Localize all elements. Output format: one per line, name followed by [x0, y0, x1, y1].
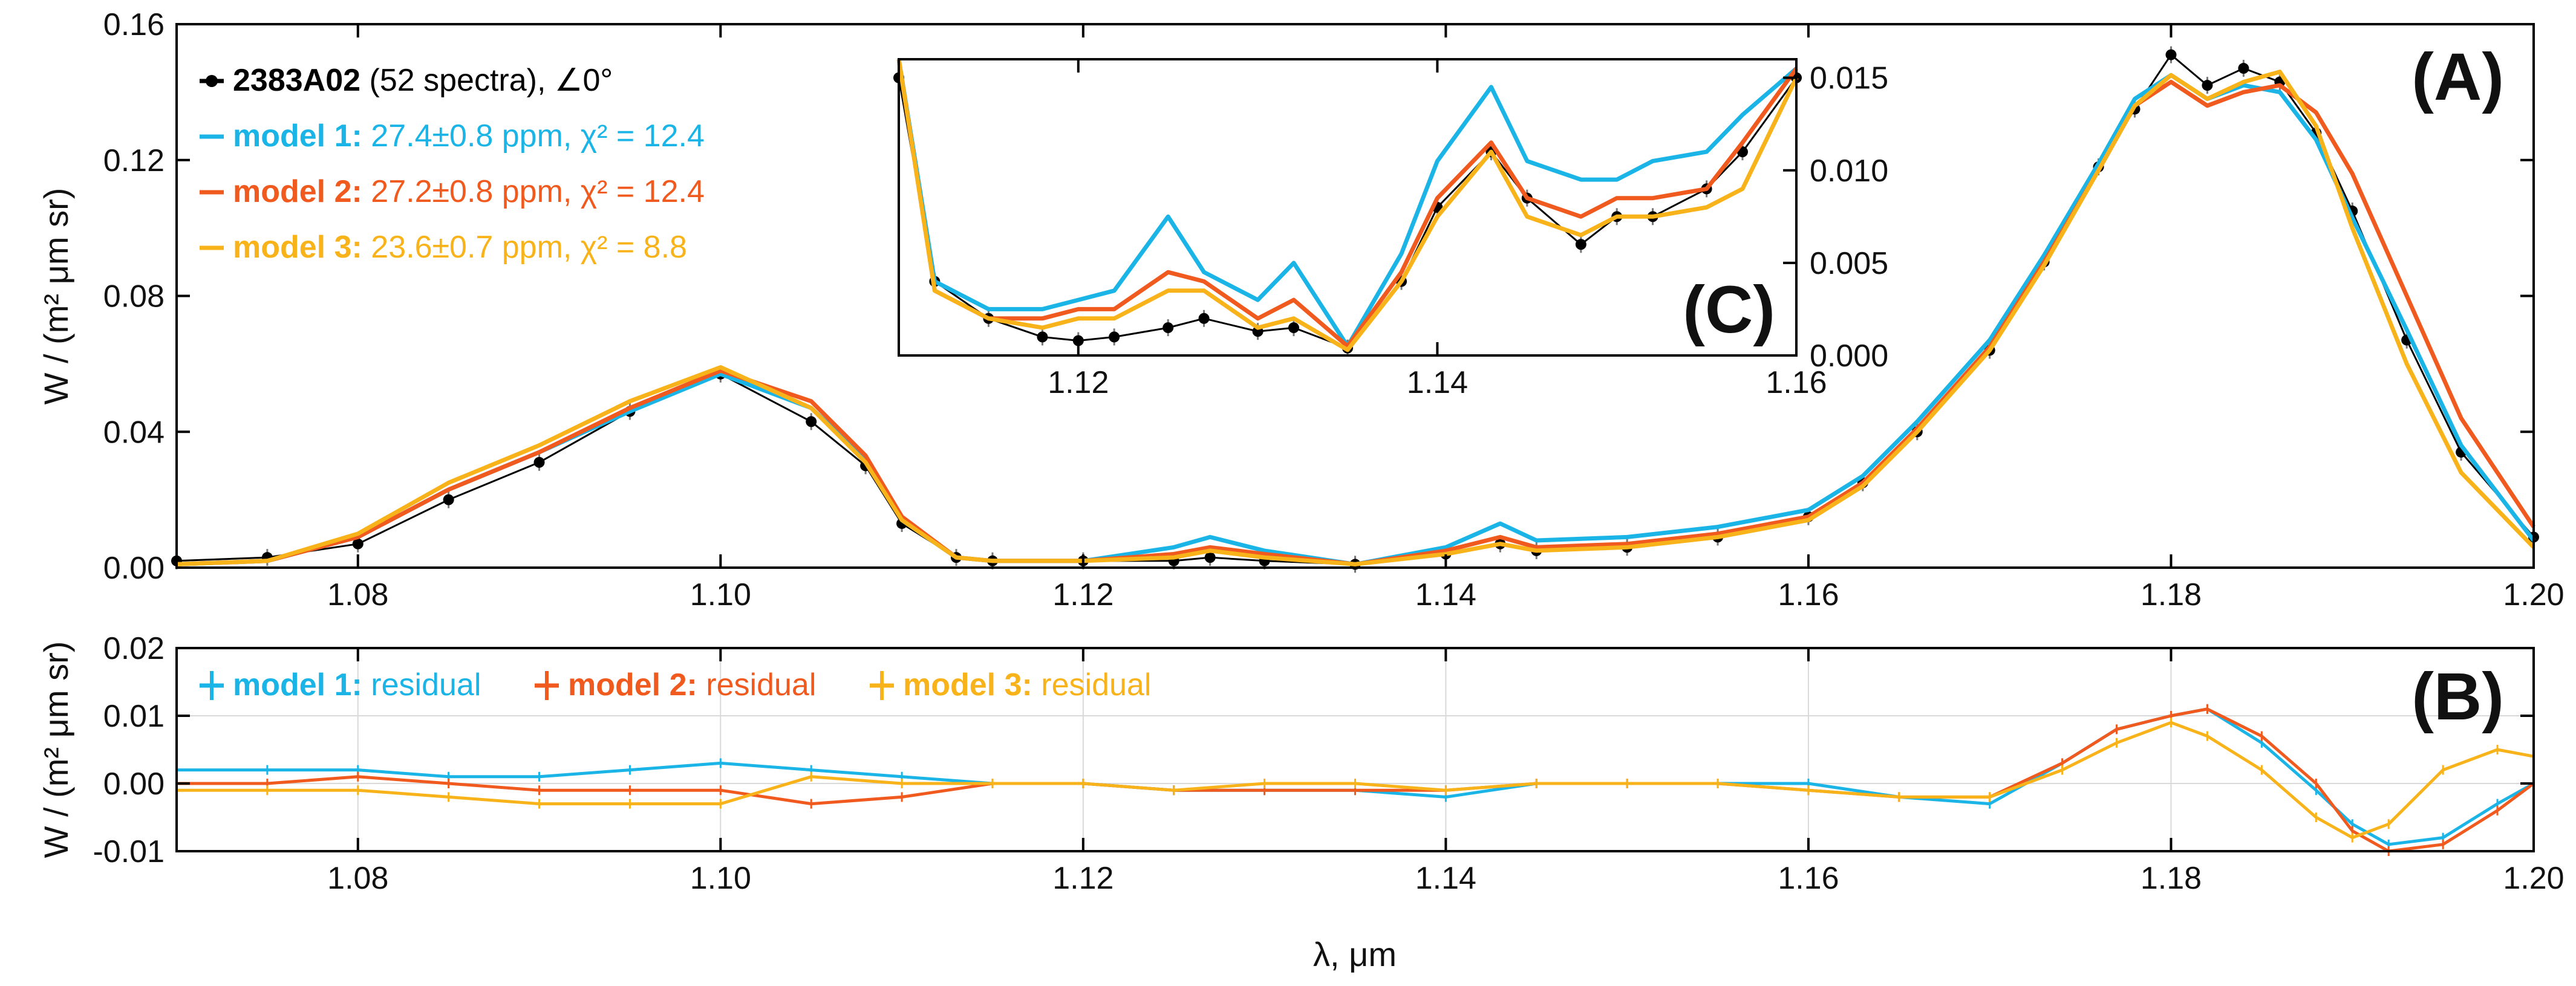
data-point-c-2383a02: [1198, 313, 1210, 324]
panel-b: 1.08 1.10 1.12 1.14 1.16 1.18 1.20 -0.01 0.00 0.0…: [37, 631, 2565, 973]
data-point-c-2383a02: [1037, 331, 1048, 343]
legend-label-model-2: model 2: residual: [568, 667, 816, 702]
y-tick-label: -0.01: [93, 834, 165, 869]
data-point-a-2383a02: [443, 494, 454, 505]
legend-label-rest: 27.4±0.8 ppm, χ² = 12.4: [362, 118, 705, 154]
legend-marker-2383a02: [206, 75, 218, 87]
panel-a-y-axis-label: W / (m² μm sr): [37, 188, 75, 405]
y-tick-label: 0.00: [103, 767, 165, 802]
data-point-c-2383a02: [1162, 322, 1174, 334]
panel-c-series: [893, 59, 1802, 357]
y-tick-label: 0.16: [103, 7, 165, 42]
panel-b-letter: (B): [2411, 660, 2504, 734]
y-tick-label: 0.01: [103, 699, 165, 734]
x-tick-label: 1.12: [1052, 861, 1114, 896]
data-point-a-2383a02: [2165, 49, 2177, 60]
series-line-a-model-3: [176, 70, 2535, 566]
panel-b-ticks: 1.08 1.10 1.12 1.14 1.16 1.18 1.20 -0.01 0.00 0.0…: [93, 631, 2564, 896]
series-line-b-model-3: [177, 721, 2534, 840]
x-tick-label: 1.14: [1407, 365, 1468, 400]
legend-label-model-1: model 1: 27.4±0.8 ppm, χ² = 12.4: [233, 118, 705, 154]
y-tick-label: 0.04: [103, 415, 165, 450]
y-tick-label: 0.02: [103, 631, 165, 666]
legend-label-bold: model 2:: [568, 667, 697, 702]
legend-label-bold: model 3:: [233, 230, 362, 265]
panel-c-ticks: 1.12 1.14 1.160.000 0.005 0.010 0.015: [1048, 59, 1888, 400]
legend-label-model-2: model 2: 27.2±0.8 ppm, χ² = 12.4: [233, 174, 705, 209]
y-tick-label: 0.08: [103, 279, 165, 314]
y-tick-label: 0.00: [103, 551, 165, 586]
series-line-c-model-2: [896, 59, 1798, 349]
x-tick-label: 1.10: [690, 577, 751, 612]
data-point-c-2383a02: [1072, 335, 1084, 346]
x-tick-label: 1.18: [2141, 861, 2202, 896]
x-tick-label: 1.08: [327, 861, 388, 896]
legend-label-bold: model 2:: [233, 174, 362, 209]
data-point-a-2383a02: [2238, 63, 2249, 74]
legend-label-rest: 27.2±0.8 ppm, χ² = 12.4: [362, 174, 705, 209]
data-point-a-2383a02: [2202, 80, 2213, 91]
panel-c-letter: (C): [1683, 273, 1775, 347]
data-point-a-2383a02: [352, 538, 364, 550]
x-tick-label: 1.20: [2503, 577, 2564, 612]
x-axis-label: λ, μm: [1313, 935, 1397, 973]
y-tick-label: 0.12: [103, 143, 165, 178]
panel-a-letter: (A): [2411, 40, 2504, 114]
data-point-a-2383a02: [806, 416, 817, 427]
legend-label-rest: residual: [362, 667, 481, 702]
panel-a-ticks: 1.08 1.10 1.12 1.14 1.16 1.18 1.20 0.00 0.04 0.08…: [103, 7, 2565, 612]
legend-label-bold: 2383A02: [233, 63, 360, 98]
x-tick-label: 1.14: [1415, 861, 1476, 896]
x-tick-label: 1.08: [327, 577, 388, 612]
legend-label-rest: residual: [697, 667, 817, 702]
panel-a-legend: 2383A02 (52 spectra), ∠0° model 1: 27.4±0…: [200, 63, 705, 265]
panel-c-inset: 1.12 1.14 1.160.000 0.005 0.010 0.015 (C): [893, 58, 1888, 400]
series-line-a-model-1: [176, 73, 2535, 566]
legend-label-rest: (52 spectra), ∠0°: [360, 63, 613, 98]
x-tick-label: 1.16: [1778, 861, 1839, 896]
x-tick-label: 1.12: [1048, 365, 1109, 400]
legend-label-rest: 23.6±0.7 ppm, χ² = 8.8: [362, 230, 687, 265]
panel-b-series: [175, 704, 2535, 856]
series-line-b-model-1: [177, 707, 2535, 846]
x-tick-label: 1.16: [1778, 577, 1839, 612]
data-point-c-2383a02: [1109, 331, 1120, 343]
y-tick-label: 0.010: [1810, 154, 1888, 189]
legend-label-model-3: model 3: residual: [903, 667, 1151, 702]
legend-label-bold: model 1:: [233, 667, 362, 702]
legend-label-bold: model 3:: [903, 667, 1032, 702]
legend-label-model-1: model 1: residual: [233, 667, 481, 702]
legend-label-model-3: model 3: 23.6±0.7 ppm, χ² = 8.8: [233, 230, 687, 265]
panel-b-grid: [177, 647, 2534, 852]
panel-b-y-axis-label: W / (m² μm sr): [37, 641, 75, 858]
data-point-a-2383a02: [1204, 552, 1216, 563]
series-line-c-model-3: [896, 59, 1799, 352]
panel-c-frame: [898, 58, 1798, 357]
data-point-a-2383a02: [533, 456, 545, 468]
x-tick-label: 1.12: [1052, 577, 1114, 612]
legend-label-bold: model 1:: [233, 118, 362, 154]
y-tick-label: 0.015: [1810, 61, 1888, 96]
x-tick-label: 1.14: [1415, 577, 1476, 612]
panel-b-frame: [175, 647, 2535, 852]
x-tick-label: 1.10: [690, 861, 751, 896]
panel-a: 1.08 1.10 1.12 1.14 1.16 1.18 1.20 0.00 0.04 0.08…: [37, 7, 2565, 612]
legend-label-rest: residual: [1032, 667, 1152, 702]
x-tick-label: 1.18: [2141, 577, 2202, 612]
legend-label-2383a02: 2383A02 (52 spectra), ∠0°: [233, 63, 613, 98]
y-tick-label: 0.000: [1810, 339, 1888, 374]
x-tick-label: 1.20: [2503, 861, 2564, 896]
panel-b-legend: model 1: residual model 2: residual model …: [200, 667, 1151, 702]
data-point-c-2383a02: [1575, 239, 1586, 250]
panel-a-series: [171, 46, 2539, 573]
data-point-c-2383a02: [1288, 322, 1299, 334]
y-tick-label: 0.005: [1810, 246, 1888, 281]
x-tick-label: 1.16: [1766, 365, 1827, 400]
